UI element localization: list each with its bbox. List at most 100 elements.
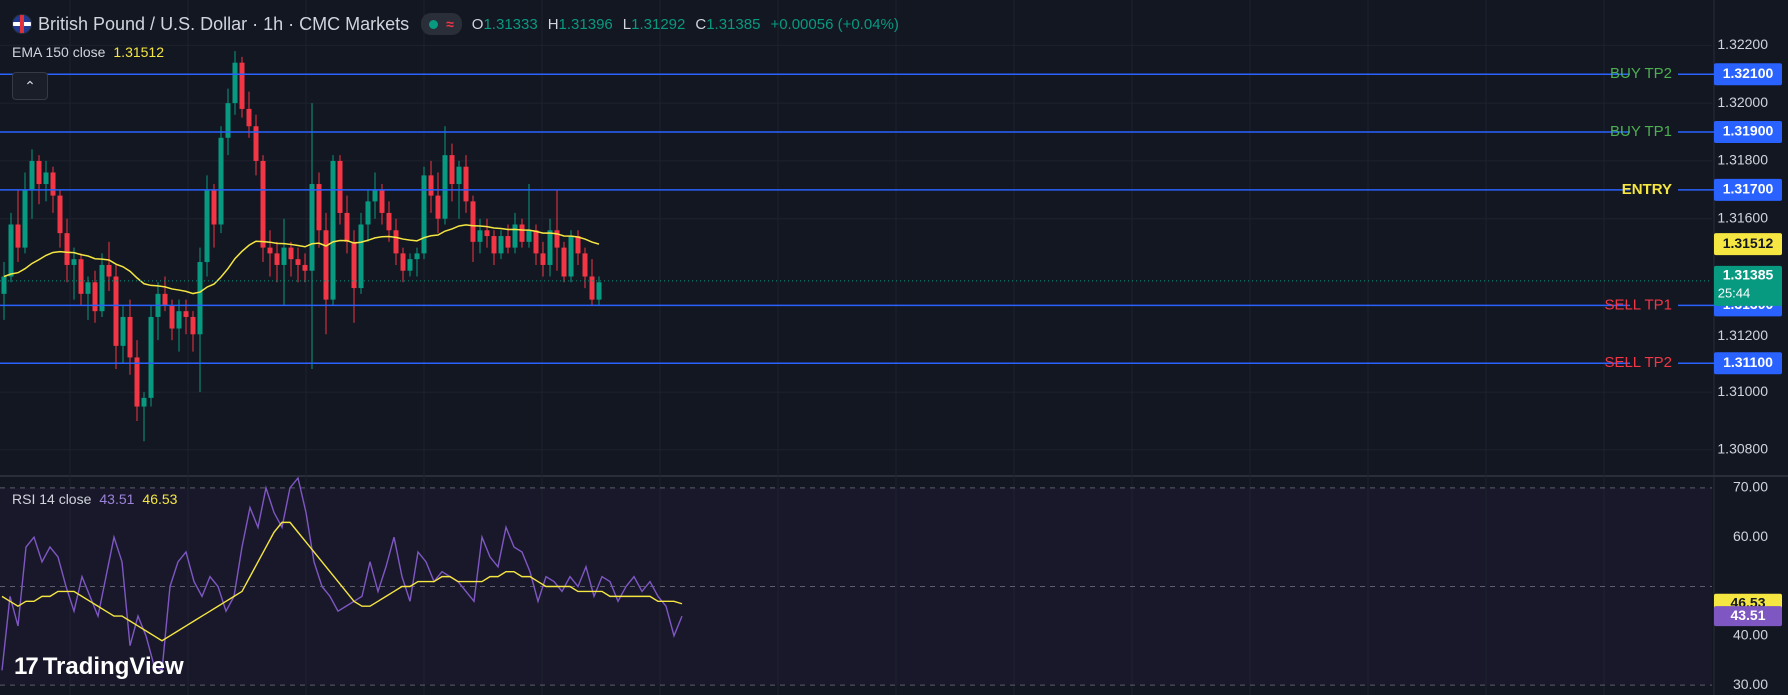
candle-body — [99, 264, 105, 312]
level-label: BUY TP1 — [1610, 123, 1672, 140]
candle-body — [498, 236, 504, 254]
rsi-badge — [1714, 606, 1782, 627]
rsi-legend-value: 43.51 — [99, 491, 135, 507]
candle-body — [169, 305, 175, 329]
tradingview-logo-icon: 17 — [14, 653, 39, 680]
candle-body — [575, 236, 581, 254]
last-price-label: 1.31385 — [1723, 267, 1774, 283]
last-price-badge — [1714, 265, 1782, 306]
candle-body — [162, 293, 168, 306]
ohlc-low-value: 1.31292 — [631, 15, 686, 33]
rsi-legend-label: RSI 14 close — [12, 491, 92, 507]
candle-body — [582, 253, 588, 277]
candle-body — [22, 189, 28, 248]
market-status-pill[interactable]: ≈ — [421, 13, 462, 35]
candle-body — [589, 276, 595, 300]
candle-body — [491, 236, 497, 254]
level-price-badge — [1714, 352, 1782, 375]
chevron-up-icon: ⌃ — [24, 77, 36, 94]
price-tick-label: 1.31800 — [1717, 152, 1768, 168]
level-label: SELL TP1 — [1604, 296, 1672, 313]
chart-header: British Pound / U.S. Dollar · 1h · CMC M… — [12, 12, 899, 36]
candle-body — [442, 155, 448, 219]
candle-body — [253, 126, 259, 161]
ohlc-high-value: 1.31396 — [558, 15, 613, 33]
rsi-line — [1, 476, 683, 672]
ohlc-key-high: H — [547, 15, 559, 33]
ohlc-close-value: 1.31385 — [706, 15, 761, 33]
rsi-tick-label: 40.00 — [1733, 627, 1768, 643]
tradingview-brand-name: TradingView — [42, 653, 184, 680]
candle-body — [36, 160, 42, 185]
level-price-badge — [1714, 121, 1782, 144]
rsi-tick-label: 70.00 — [1733, 479, 1768, 495]
candle-body — [218, 137, 224, 225]
candle-body — [260, 160, 266, 248]
level-label: ENTRY — [1622, 181, 1672, 198]
candle-body — [526, 230, 532, 242]
candle-body — [477, 230, 483, 242]
rsi-tick-label: 60.00 — [1733, 528, 1768, 544]
candle-body — [295, 259, 301, 265]
candle-body — [365, 201, 371, 225]
candle-body — [78, 259, 84, 294]
candle-body — [57, 195, 63, 234]
rsi-ma-legend-value: 46.53 — [142, 491, 178, 507]
level-price-badge — [1714, 178, 1782, 201]
candle-body — [379, 189, 385, 213]
level-price-badge — [1714, 63, 1782, 86]
candle-body — [211, 189, 217, 225]
tradingview-logo[interactable]: 17 TradingView — [14, 653, 184, 681]
candle-body — [120, 316, 126, 346]
candle-body — [505, 236, 511, 248]
ema-price-label: 1.31512 — [1723, 235, 1774, 251]
level-price-label: 1.31900 — [1723, 123, 1774, 139]
level-label: SELL TP2 — [1604, 354, 1672, 371]
candle-body — [456, 166, 462, 185]
candle-body — [281, 247, 287, 265]
symbol-title[interactable]: British Pound / U.S. Dollar · 1h · CMC M… — [38, 13, 410, 34]
price-tick-label: 1.30800 — [1717, 441, 1768, 457]
realtime-wave-icon: ≈ — [446, 16, 454, 32]
ohlc-key-open: O — [471, 15, 484, 33]
candle-body — [309, 184, 315, 271]
candle-body — [29, 160, 35, 190]
market-open-dot-icon — [429, 19, 439, 29]
ohlc-key-low: L — [622, 15, 632, 33]
candle-body — [421, 175, 427, 254]
candle-body — [302, 264, 308, 271]
candle-body — [274, 253, 280, 265]
candle-body — [232, 62, 238, 104]
ema-legend[interactable]: EMA 150 close 1.31512 — [12, 44, 164, 60]
price-tick-label: 1.31000 — [1717, 383, 1768, 399]
candle-body — [71, 259, 77, 265]
candle-body — [449, 155, 455, 185]
candle-body — [484, 230, 490, 237]
candle-body — [85, 282, 91, 294]
bar-countdown-label: 25:44 — [1718, 285, 1751, 300]
candle-body — [428, 175, 434, 196]
candle-body — [547, 230, 553, 265]
rsi-tick-label: 30.00 — [1733, 676, 1768, 692]
candle-body — [134, 357, 140, 407]
candle-body — [393, 230, 399, 254]
candle-body — [512, 224, 518, 248]
collapse-legend-button[interactable]: ⌃ — [12, 72, 48, 100]
level-price-label: 1.31100 — [1723, 354, 1773, 370]
candle-body — [197, 262, 203, 335]
ohlc-key-close: C — [695, 15, 707, 33]
price-tick-label: 1.32200 — [1717, 36, 1768, 52]
candle-body — [183, 311, 189, 317]
candle-body — [351, 241, 357, 289]
price-tick-label: 1.31600 — [1717, 209, 1768, 225]
gbp-usd-flag-icon — [12, 14, 32, 34]
candle-body — [323, 230, 329, 300]
candle-body — [358, 224, 364, 289]
rsi-ma-line — [1, 521, 683, 642]
candle-body — [400, 253, 406, 271]
level-label: BUY TP2 — [1610, 65, 1672, 82]
candle-body — [64, 233, 70, 265]
candle-body — [533, 230, 539, 254]
rsi-legend[interactable]: RSI 14 close 43.51 46.53 — [12, 491, 177, 507]
